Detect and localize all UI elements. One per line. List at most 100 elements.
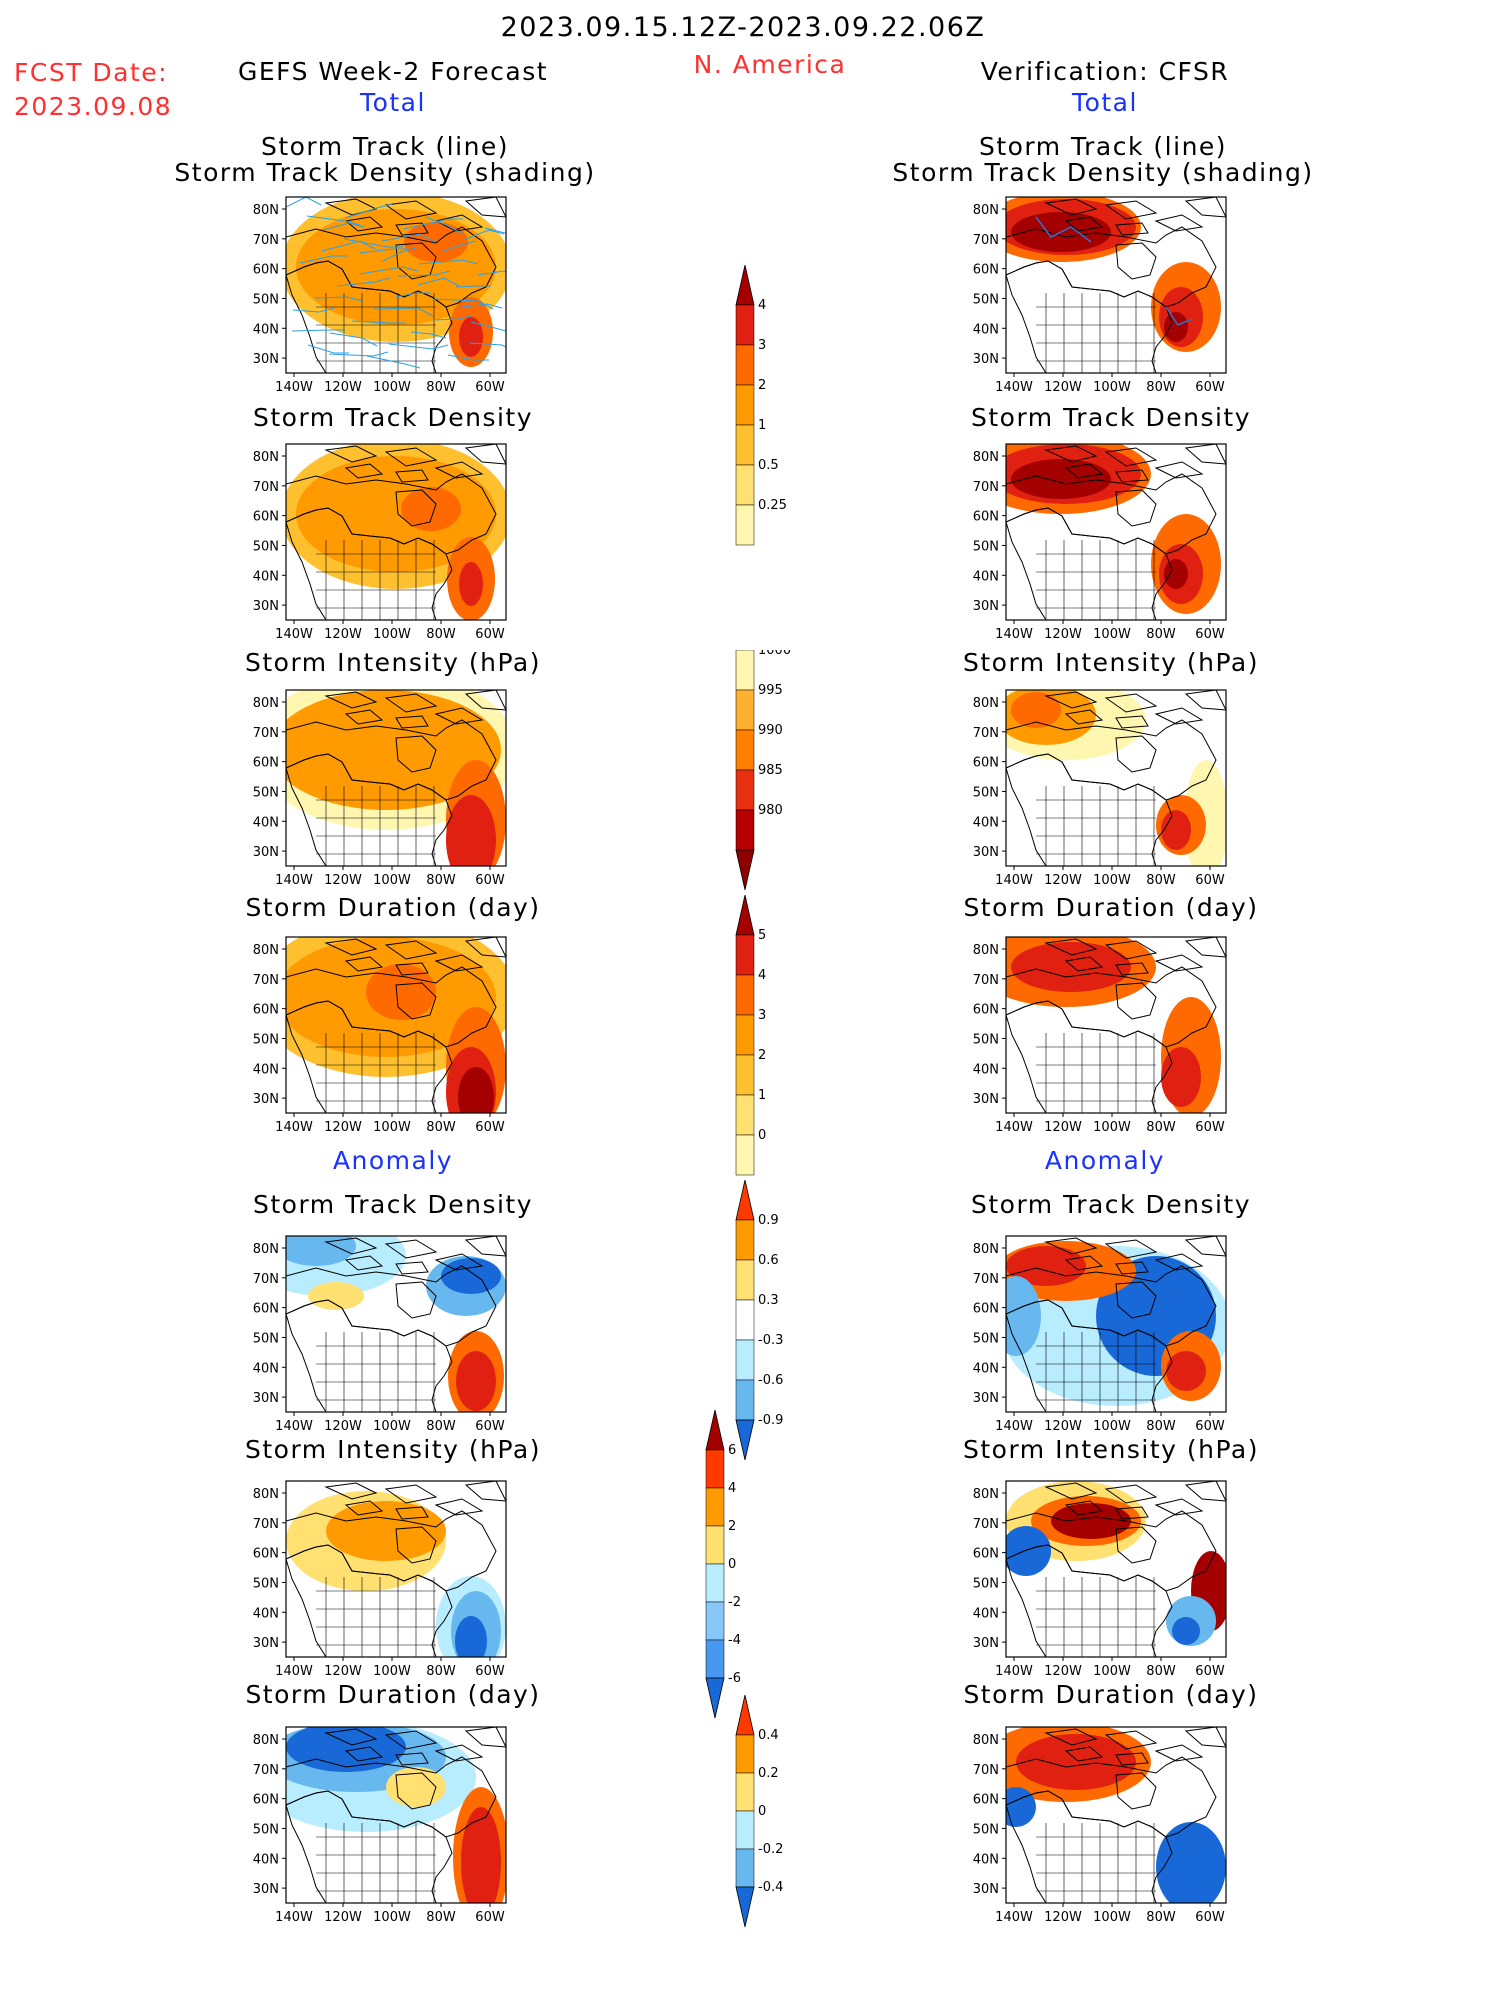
lat-label: 50N <box>973 292 999 307</box>
lat-label: 30N <box>253 1882 279 1897</box>
colorbar-tick-label: 3 <box>758 338 766 353</box>
verification-column-title: Verification: CFSR <box>980 57 1230 86</box>
map-intensity-verification: 80N 70N 60N 50N 40N 30N 140W 120W 100W 80W 60W <box>973 689 1227 888</box>
colorbar-intensity: 1000 995 990 985 980 <box>735 650 791 891</box>
lat-label: 40N <box>253 1852 279 1867</box>
lon-label: 120W <box>1044 1120 1082 1135</box>
map-anom-duration-verification: 80N 70N 60N 50N 40N 30N 140W 120W 100W 80W 60W <box>973 1726 1227 1925</box>
lon-label: 100W <box>373 1910 411 1925</box>
lat-label: 50N <box>973 1576 999 1591</box>
lon-label: 140W <box>275 1664 313 1679</box>
lat-label: 50N <box>253 785 279 800</box>
lon-label: 80W <box>1146 873 1176 888</box>
lon-label: 100W <box>1093 1910 1131 1925</box>
panel-title-storm-track-shading-forecast: Storm Track Density (shading) <box>174 158 596 187</box>
lat-label: 40N <box>973 1361 999 1376</box>
lon-label: 120W <box>1044 1910 1082 1925</box>
lon-label: 100W <box>373 1419 411 1434</box>
colorbar-tick-label: 4 <box>758 298 766 313</box>
map-anom-density-forecast: 80N 70N 60N 50N 40N 30N 140W 120W 100W 80W 60W <box>253 1235 507 1434</box>
lon-label: 80W <box>1146 1664 1176 1679</box>
lat-label: 50N <box>253 1032 279 1047</box>
lat-label: 70N <box>253 1763 279 1778</box>
fcst-date-value: 2023.09.08 <box>14 92 173 121</box>
lon-label: 120W <box>1044 1664 1082 1679</box>
lon-label: 140W <box>995 1120 1033 1135</box>
lat-label: 70N <box>253 1272 279 1287</box>
map-duration-forecast: 80N 70N 60N 50N 40N 30N 140W 120W 100W 80W 60W <box>253 936 507 1135</box>
colorbar-tick-label: -0.4 <box>758 1880 783 1895</box>
lat-label: 70N <box>253 1517 279 1532</box>
map-duration-verification: 80N 70N 60N 50N 40N 30N 140W 120W 100W 80W 60W <box>973 936 1227 1135</box>
lon-label: 140W <box>995 1664 1033 1679</box>
colorbar-tick-label: 985 <box>758 763 783 778</box>
forecast-total-label: Total <box>360 88 426 117</box>
lon-label: 80W <box>1146 627 1176 642</box>
map-density-verification: 80N 70N 60N 50N 40N 30N 140W 120W 100W 80W 60W <box>973 443 1227 642</box>
lat-label: 50N <box>253 1576 279 1591</box>
panel-title-density-verification: Storm Track Density <box>970 403 1252 432</box>
colorbar-tick-label: -0.6 <box>758 1373 783 1388</box>
panel-title-storm-track-shading-verification: Storm Track Density (shading) <box>892 158 1314 187</box>
lat-label: 70N <box>253 233 279 248</box>
date-range-title: 2023.09.15.12Z-2023.09.22.06Z <box>500 12 986 43</box>
lat-label: 40N <box>973 569 999 584</box>
panel-title-density-forecast: Storm Track Density <box>252 403 534 432</box>
lat-label: 40N <box>973 1606 999 1621</box>
colorbar-tick-label: 980 <box>758 803 783 818</box>
lat-label: 40N <box>253 1062 279 1077</box>
colorbar-tick-label: 0.9 <box>758 1213 779 1228</box>
colorbar-tick-label: 0.5 <box>758 458 779 473</box>
lat-label: 80N <box>973 1733 999 1748</box>
lat-label: 40N <box>973 815 999 830</box>
lat-label: 60N <box>253 263 279 278</box>
lat-label: 50N <box>253 292 279 307</box>
lat-label: 40N <box>253 815 279 830</box>
lat-label: 60N <box>973 756 999 771</box>
lon-label: 60W <box>1195 1664 1225 1679</box>
lat-label: 50N <box>973 539 999 554</box>
forecast-anomaly-label: Anomaly <box>332 1146 454 1175</box>
colorbar-tick-label: 4 <box>728 1481 736 1496</box>
panel-title-storm-track-line-verification: Storm Track (line) <box>978 132 1228 161</box>
lat-label: 60N <box>973 1547 999 1562</box>
lat-label: 30N <box>973 352 999 367</box>
map-anom-intensity-verification: 80N 70N 60N 50N 40N 30N 140W 120W 100W 80W 60W <box>973 1480 1227 1679</box>
lat-label: 70N <box>253 726 279 741</box>
colorbar-tick-label: 1 <box>758 418 766 433</box>
lon-label: 140W <box>275 627 313 642</box>
lat-label: 40N <box>973 1062 999 1077</box>
lat-label: 80N <box>253 450 279 465</box>
lon-label: 120W <box>324 380 362 395</box>
colorbar-tick-label: -6 <box>728 1671 741 1686</box>
verification-anomaly-label: Anomaly <box>1044 1146 1166 1175</box>
colorbar-tick-label: 0.2 <box>758 1766 779 1781</box>
region-title: N. America <box>693 50 847 79</box>
colorbar-tick-label: 5 <box>758 928 766 943</box>
lat-label: 50N <box>973 1032 999 1047</box>
map-anom-duration-forecast: 80N 70N 60N 50N 40N 30N 140W 120W 100W 80W 60W <box>253 1726 507 1925</box>
lat-label: 70N <box>973 480 999 495</box>
colorbar-tick-label: 0 <box>728 1557 736 1572</box>
colorbar-tick-label: 1000 <box>758 650 791 658</box>
lon-label: 100W <box>373 380 411 395</box>
lat-label: 70N <box>973 726 999 741</box>
lat-label: 70N <box>253 973 279 988</box>
colorbar-tick-label: -4 <box>728 1633 741 1648</box>
lon-label: 80W <box>426 1910 456 1925</box>
lon-label: 140W <box>995 380 1033 395</box>
lon-label: 100W <box>1093 1419 1131 1434</box>
colorbar-tick-label: -0.3 <box>758 1333 783 1348</box>
lat-label: 50N <box>973 1822 999 1837</box>
forecast-column-title: GEFS Week-2 Forecast <box>237 57 549 86</box>
colorbar-tick-label: 0.25 <box>758 498 787 513</box>
lon-label: 140W <box>275 1120 313 1135</box>
lon-label: 120W <box>324 1910 362 1925</box>
lat-label: 80N <box>253 1242 279 1257</box>
lon-label: 60W <box>1195 627 1225 642</box>
map-anom-density-verification: 80N 70N 60N 50N 40N 30N 140W 120W 100W 80W 60W <box>973 1235 1227 1434</box>
lat-label: 30N <box>253 599 279 614</box>
lat-label: 30N <box>973 599 999 614</box>
map-intensity-forecast: 80N 70N 60N 50N 40N 30N 140W 120W 100W 80W 60W <box>253 689 507 888</box>
lon-label: 60W <box>475 1910 505 1925</box>
